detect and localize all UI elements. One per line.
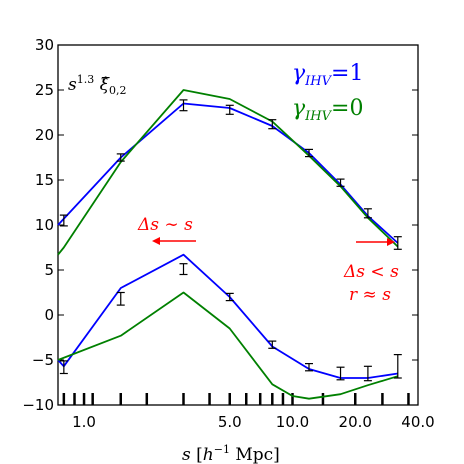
error-bar <box>179 99 188 112</box>
x-axis-label: s [h−1 Mpc] <box>182 443 280 464</box>
annotation-delta-sim-arrowhead <box>152 237 160 245</box>
x-tick-label: 5.0 <box>218 413 242 431</box>
series-line-lower-gamma-0 <box>57 291 399 400</box>
error-bar <box>268 119 277 130</box>
error-bar <box>363 365 372 382</box>
error-bar <box>179 263 188 276</box>
error-bar <box>59 360 68 375</box>
annotation-delta-lt-text: Δs < s <box>343 262 399 282</box>
annotation-delta-lt: Δs < s r ≈ s <box>343 238 399 305</box>
annotation-delta-lt-arrowhead <box>387 238 395 246</box>
x-tick-label: 20.0 <box>339 413 372 431</box>
series-line-upper-gamma-0 <box>57 89 399 256</box>
y-tick-label: −5 <box>32 351 54 369</box>
y-tick-label: 10 <box>35 216 54 234</box>
legend-entry-gamma-0: γIHV=0 <box>292 96 363 124</box>
y-axis-ticks: −10 −5 0 5 10 15 20 25 30 <box>22 36 418 414</box>
error-bar <box>336 178 345 187</box>
y-tick-label: 30 <box>35 36 54 54</box>
y-tick-label: 0 <box>44 306 54 324</box>
x-tick-label: 1.0 <box>72 413 96 431</box>
annotation-delta-sim-text: Δs ∼ s <box>137 215 193 235</box>
x-tick-label: 10.0 <box>276 413 309 431</box>
y-tick-label: 15 <box>35 171 54 189</box>
error-bar <box>225 104 234 115</box>
y-tick-label: −10 <box>22 396 54 414</box>
error-bars <box>59 99 402 382</box>
error-bar <box>305 363 314 372</box>
legend: γIHV=1 γIHV=0 <box>292 61 363 124</box>
series-line-upper-gamma-1 <box>57 102 399 244</box>
error-bar <box>225 292 234 302</box>
error-bar <box>393 236 402 250</box>
plot-area-frame <box>57 44 419 406</box>
bin-marks <box>62 393 410 405</box>
x-axis-ticks: 1.0 5.0 10.0 20.0 40.0 <box>72 413 435 431</box>
error-bar <box>116 291 125 306</box>
error-bar <box>393 354 402 379</box>
legend-entry-gamma-1: γIHV=1 <box>292 61 363 89</box>
annotation-r-approx-text: r ≈ s <box>349 285 391 305</box>
error-bar <box>268 340 277 349</box>
y-axis-label: s1.3 ξ̂0,2 <box>68 73 127 97</box>
x-tick-label: 40.0 <box>401 413 434 431</box>
y-tick-label: 25 <box>35 81 54 99</box>
series-lines <box>57 89 399 400</box>
error-bar <box>116 153 125 162</box>
y-tick-label: 20 <box>35 126 54 144</box>
series-line-lower-gamma-1 <box>57 253 398 379</box>
error-bar <box>336 366 345 381</box>
y-tick-label: 5 <box>44 261 54 279</box>
error-bar <box>363 208 372 219</box>
error-bar <box>305 148 314 158</box>
error-bar <box>59 214 68 227</box>
annotation-delta-sim: Δs ∼ s <box>137 215 196 245</box>
